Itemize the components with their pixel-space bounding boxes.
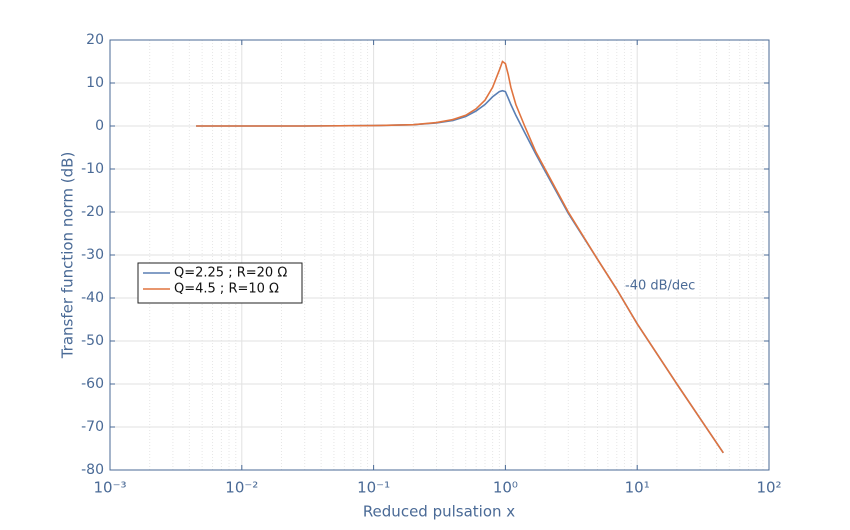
y-tick-label: -30 <box>81 247 104 263</box>
x-tick-label: 10⁰ <box>493 479 518 497</box>
y-tick-label: -80 <box>81 462 104 478</box>
y-tick-label: -60 <box>81 376 104 392</box>
x-axis-label: Reduced pulsation x <box>363 503 515 521</box>
legend-label: Q=4.5 ; R=10 Ω <box>174 282 279 297</box>
y-tick-label: 20 <box>86 32 104 48</box>
series-line <box>196 60 724 454</box>
y-tick-label: -10 <box>81 161 104 177</box>
annotation: -40 dB/dec <box>625 279 695 294</box>
y-tick-label: 10 <box>86 75 104 91</box>
legend-box <box>137 262 303 304</box>
y-tick-label: -70 <box>81 419 104 435</box>
y-tick-label: 0 <box>95 118 104 134</box>
y-tick-label: -50 <box>81 333 104 349</box>
y-tick-label: -40 <box>81 290 104 306</box>
x-tick-label: 10¹ <box>625 479 650 497</box>
legend-label: Q=2.25 ; R=20 Ω <box>174 266 287 281</box>
x-tick-label: 10⁻² <box>225 479 258 497</box>
x-tick-label: 10⁻³ <box>93 479 126 497</box>
x-tick-label: 10⁻¹ <box>357 479 390 497</box>
y-axis-label: Transfer function norm (dB) <box>59 152 77 360</box>
y-tick-label: -20 <box>81 204 104 220</box>
plot-frame <box>109 39 770 471</box>
x-tick-label: 10² <box>756 479 781 497</box>
